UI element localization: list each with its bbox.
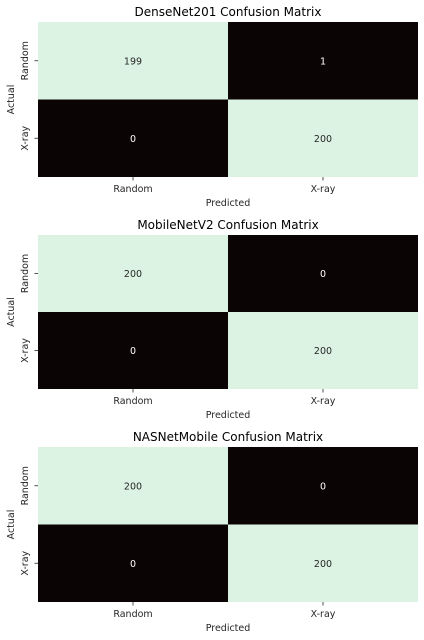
x-tick-label: Random [113, 609, 152, 620]
cell-value-label: 0 [320, 269, 326, 280]
y-tick-label: Random [20, 41, 31, 80]
heatmap-cell [228, 235, 418, 312]
heatmap-cell [228, 312, 418, 389]
heatmap-cell [38, 99, 228, 177]
heatmap-cell [228, 447, 418, 525]
heatmap-cell [228, 524, 418, 602]
y-tick-label: X-ray [20, 550, 31, 575]
heatmap-cell [38, 447, 228, 525]
y-tick-label: Random [20, 466, 31, 505]
x-tick-label: X-ray [311, 396, 336, 407]
heatmap-cell [228, 99, 418, 177]
confusion-matrix-panel: 199 1 0 200 DenseNet201 Confusion Matrix Rand… [6, 5, 418, 209]
cell-value-label: 0 [130, 346, 136, 357]
cell-value-label: 200 [124, 481, 142, 492]
x-axis-label: Predicted [206, 623, 251, 634]
chart-title: DenseNet201 Confusion Matrix [135, 5, 322, 19]
x-tick-label: Random [113, 396, 152, 407]
x-tick-label: X-ray [311, 184, 336, 195]
chart-title: MobileNetV2 Confusion Matrix [137, 218, 318, 232]
x-tick-label: Random [113, 184, 152, 195]
y-tick-label: X-ray [20, 125, 31, 150]
y-tick-label: X-ray [20, 338, 31, 363]
cell-value-label: 200 [314, 559, 332, 570]
x-axis-label: Predicted [206, 198, 251, 209]
confusion-matrix-panel: 200 0 0 200 MobileNetV2 Confusion Matrix Rand… [6, 218, 418, 421]
cell-value-label: 1 [320, 56, 326, 67]
cell-value-label: 200 [314, 134, 332, 145]
cell-value-label: 0 [320, 481, 326, 492]
y-axis-label: Actual [6, 510, 17, 540]
cell-value-label: 200 [124, 269, 142, 280]
heatmap-cell [228, 22, 418, 100]
y-axis-label: Actual [6, 85, 17, 115]
y-axis-label: Actual [6, 297, 17, 327]
y-tick-label: Random [20, 254, 31, 293]
cell-value-label: 0 [130, 134, 136, 145]
heatmap-cell [38, 312, 228, 389]
heatmap-cell [38, 22, 228, 100]
confusion-matrix-panel: 200 0 0 200 NASNetMobile Confusion Matrix Ran… [6, 430, 418, 634]
chart-title: NASNetMobile Confusion Matrix [133, 430, 323, 444]
cell-value-label: 200 [314, 346, 332, 357]
heatmap-cell [38, 235, 228, 312]
cell-value-label: 199 [124, 56, 142, 67]
heatmap-cell [38, 524, 228, 602]
x-axis-label: Predicted [206, 410, 251, 421]
x-tick-label: X-ray [311, 609, 336, 620]
cell-value-label: 0 [130, 559, 136, 570]
